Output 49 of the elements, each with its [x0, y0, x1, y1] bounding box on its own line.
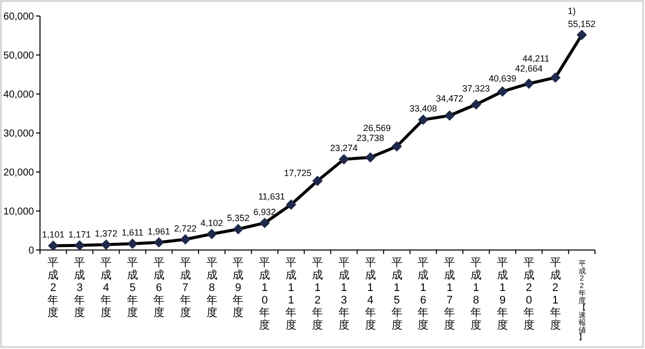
annotation: 1)	[568, 6, 576, 16]
x-tick-label: 平成15年度	[391, 257, 402, 332]
data-label: 37,323	[462, 84, 490, 94]
y-tick-label: 10,000	[3, 206, 34, 218]
x-tick-label: 平成8年度	[206, 257, 218, 319]
x-tick-label: 平成4年度	[100, 257, 112, 319]
x-tick-label: 平成13年度	[338, 257, 350, 332]
y-tick-label: 50,000	[3, 50, 34, 62]
x-tick-label: 平成9年度	[232, 257, 244, 319]
data-label: 5,352	[226, 213, 250, 224]
y-tick-label: 40,000	[3, 90, 34, 100]
y-tick-label: 0	[28, 246, 34, 256]
x-tick-label: 平成12年度	[312, 257, 323, 332]
x-tick-label: 平成18年度	[470, 257, 482, 332]
data-label: 40,639	[488, 74, 516, 84]
x-tick-label: 平成2年度	[48, 257, 59, 319]
x-tick-label: 平成7年度	[180, 257, 191, 319]
data-label: 4,102	[200, 218, 224, 228]
data-label: 33,408	[409, 104, 437, 114]
data-label: 1,961	[148, 226, 170, 236]
data-label: 42,664	[515, 64, 543, 74]
data-label: 2,722	[174, 223, 197, 234]
x-tick-label: 平成14年度	[364, 257, 376, 332]
data-label: 55,152	[568, 18, 596, 29]
x-tick-label: 平成6年度	[153, 257, 164, 319]
data-label: 1,171	[68, 229, 91, 240]
data-label: 6,932	[253, 206, 276, 217]
data-label: 1,611	[122, 228, 144, 238]
data-label: 23,274	[330, 143, 358, 154]
data-label: 34,472	[436, 94, 464, 104]
data-label: 11,631	[258, 192, 286, 202]
x-tick-label: 平成19年度	[497, 257, 508, 332]
x-tick-label: 平成16年度	[418, 257, 429, 332]
data-label: 1,101	[42, 230, 64, 240]
y-tick-label: 30,000	[3, 128, 34, 140]
y-tick-label: 60,000	[3, 12, 34, 22]
x-tick-label: 平成10年度	[259, 257, 270, 332]
x-tick-label: 平成3年度	[74, 257, 86, 319]
x-tick-label: 平成20年度	[523, 257, 534, 332]
data-label: 23,738	[356, 133, 384, 144]
data-label: 44,211	[522, 54, 550, 64]
x-tick-label: 平成5年度	[127, 257, 138, 319]
x-tick-label: 平成17年度	[444, 257, 456, 332]
y-tick-label: 20,000	[3, 168, 34, 178]
data-label: 17,725	[284, 168, 312, 178]
x-tick-label: 平成11年度	[286, 257, 297, 332]
x-tick-label: 平成21年度	[550, 257, 561, 332]
data-label: 26,569	[363, 123, 391, 134]
data-label: 1,372	[94, 228, 118, 239]
